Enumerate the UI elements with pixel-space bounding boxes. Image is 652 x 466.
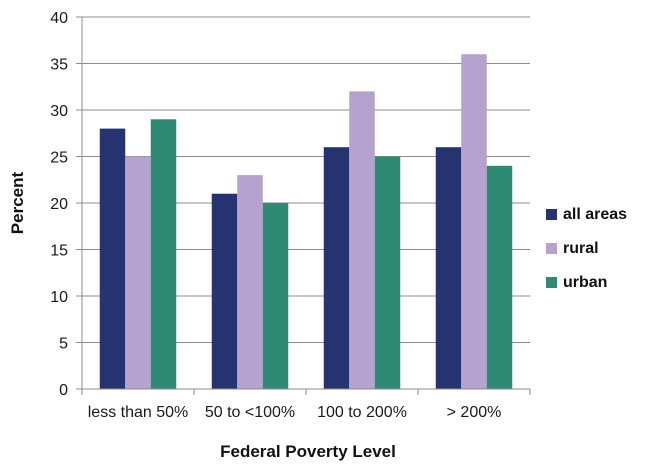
x-axis-title: Federal Poverty Level — [220, 442, 396, 461]
bar-rural-0 — [125, 156, 151, 389]
x-tick-label: 50 to <100% — [205, 404, 295, 421]
legend-label: rural — [563, 240, 599, 257]
bars — [99, 54, 513, 390]
legend-label: all areas — [563, 206, 627, 223]
bar-rural-3 — [461, 54, 487, 389]
y-tick-label: 5 — [59, 336, 68, 353]
x-tick-label: 100 to 200% — [317, 404, 407, 421]
x-tick-labels: less than 50% 50 to <100% 100 to 200% > 200… — [88, 404, 502, 421]
bar-all-areas-2 — [323, 147, 350, 389]
legend: all areas rural urban — [546, 206, 627, 291]
x-tick-label: less than 50% — [88, 404, 189, 421]
bar-rural-1 — [237, 175, 263, 389]
legend-swatch-rural — [546, 243, 557, 254]
bar-all-areas-0 — [99, 128, 126, 389]
y-tick-label: 0 — [59, 382, 68, 399]
y-tick-label: 25 — [50, 150, 68, 167]
bar-rural-2 — [349, 91, 375, 390]
y-tick-label: 40 — [50, 10, 68, 27]
legend-swatch-all-areas — [546, 209, 557, 220]
legend-label: urban — [563, 274, 607, 291]
bar-all-areas-3 — [435, 147, 462, 389]
y-tick-label: 20 — [50, 196, 68, 213]
bar-urban-0 — [150, 119, 177, 390]
y-tick-label: 10 — [50, 289, 68, 306]
bar-urban-3 — [486, 165, 513, 389]
x-tick-label: > 200% — [447, 404, 502, 421]
y-tick-labels: 0 5 10 15 20 25 30 35 40 — [50, 10, 82, 399]
bar-all-areas-1 — [211, 193, 238, 389]
bar-urban-1 — [262, 203, 289, 389]
legend-swatch-urban — [546, 277, 557, 288]
bar-urban-2 — [374, 156, 401, 389]
y-axis-title: Percent — [8, 171, 27, 234]
y-tick-label: 35 — [50, 57, 68, 74]
y-tick-label: 30 — [50, 103, 68, 120]
y-tick-label: 15 — [50, 243, 68, 260]
